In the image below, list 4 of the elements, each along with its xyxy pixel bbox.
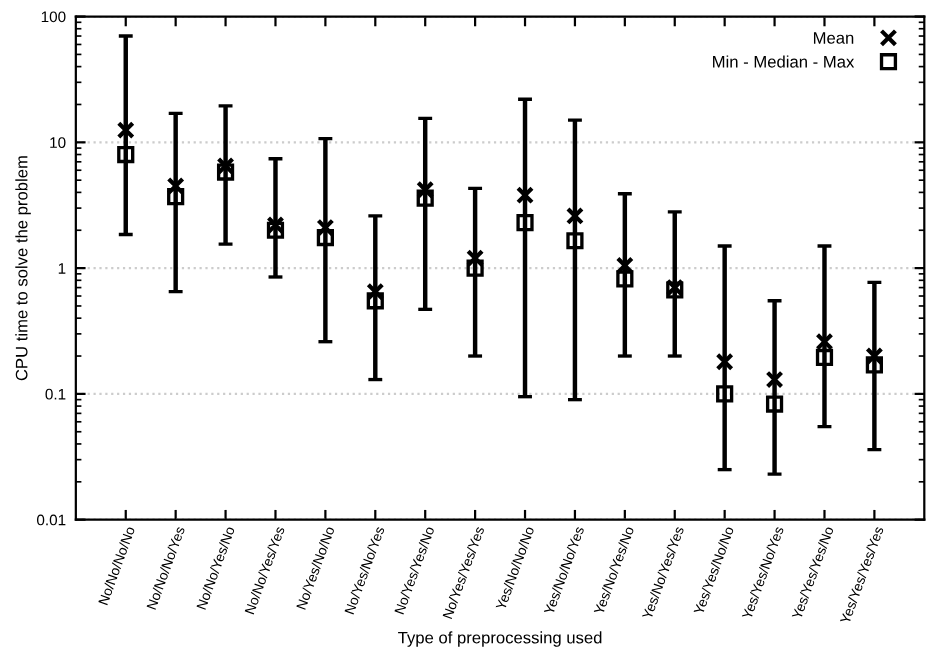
- legend-label: Min - Median - Max: [713, 55, 855, 68]
- x-axis-title: Type of preprocessing used: [398, 631, 602, 647]
- y-axis-title: CPU time to solve the problem: [15, 156, 31, 381]
- legend-label: Mean: [813, 32, 854, 44]
